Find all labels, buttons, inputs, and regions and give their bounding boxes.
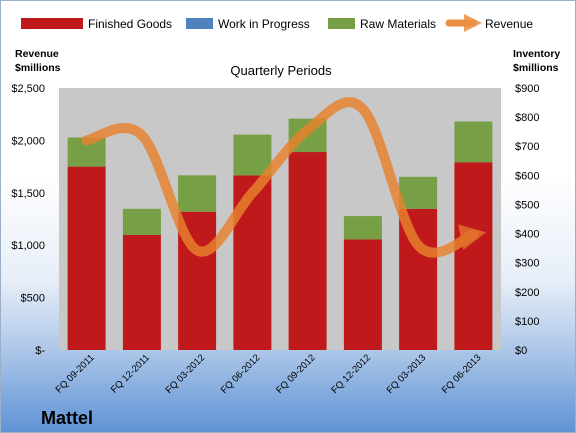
- right-axis-ticks: $0 $100 $200 $300 $400 $500 $600 $700 $800 $900: [515, 83, 539, 357]
- category-label: FQ 06-2013: [440, 352, 484, 396]
- bar-raw-materials: [454, 121, 493, 163]
- bar-raw-materials: [343, 216, 382, 240]
- bar-finished-goods: [454, 162, 493, 350]
- left-axis-ticks: $- $500 $1,000 $1,500 $2,000 $2,500: [11, 83, 45, 357]
- bar-raw-materials: [178, 175, 217, 212]
- left-tick-label: $1,000: [11, 240, 45, 252]
- company-name: Mattel: [41, 408, 93, 428]
- bar-raw-materials: [122, 208, 161, 235]
- legend-label-work-in-progress: Work in Progress: [218, 17, 310, 31]
- left-tick-label: $2,500: [11, 83, 45, 95]
- right-tick-label: $300: [515, 258, 539, 270]
- right-tick-label: $400: [515, 229, 539, 241]
- right-tick-label: $100: [515, 316, 539, 328]
- right-tick-label: $500: [515, 199, 539, 211]
- legend: Finished Goods Work in Progress Raw Mate…: [21, 13, 533, 33]
- right-tick-label: $0: [515, 345, 527, 357]
- left-tick-label: $500: [21, 293, 45, 305]
- legend-label-finished-goods: Finished Goods: [88, 17, 172, 31]
- plot-title: Quarterly Periods: [230, 63, 332, 78]
- legend-swatch-finished-goods: [21, 18, 83, 29]
- category-label: FQ 06-2012: [219, 352, 263, 396]
- category-labels: FQ 09-2011 FQ 12-2011 FQ 03-2012 FQ 06-2012…: [54, 352, 484, 396]
- right-tick-label: $600: [515, 170, 539, 182]
- bar-raw-materials: [399, 176, 438, 209]
- revenue-line-layer: [81, 97, 487, 258]
- legend-label-revenue: Revenue: [485, 17, 533, 31]
- bar-finished-goods: [233, 175, 272, 350]
- left-axis-title-line2: $millions: [15, 62, 61, 74]
- right-tick-label: $700: [515, 141, 539, 153]
- left-tick-label: $1,500: [11, 188, 45, 200]
- bar-finished-goods: [288, 152, 327, 350]
- category-label: FQ 03-2013: [385, 352, 429, 396]
- right-tick-label: $900: [515, 83, 539, 95]
- bar-finished-goods: [122, 235, 161, 350]
- legend-swatch-work-in-progress: [186, 18, 213, 29]
- category-label: FQ 12-2012: [329, 352, 373, 396]
- bar-finished-goods: [343, 239, 382, 350]
- category-label: FQ 09-2011: [54, 352, 97, 395]
- left-axis-title-line1: Revenue: [15, 48, 59, 60]
- category-label: FQ 09-2012: [274, 352, 318, 396]
- right-axis-title-line2: $millions: [513, 62, 559, 74]
- category-label: FQ 03-2012: [164, 352, 208, 396]
- legend-label-raw-materials: Raw Materials: [360, 17, 436, 31]
- right-tick-label: $800: [515, 112, 539, 124]
- legend-swatch-raw-materials: [328, 18, 355, 29]
- bar-finished-goods: [67, 166, 106, 350]
- left-tick-label: $-: [35, 345, 45, 357]
- revenue-line: [81, 97, 487, 258]
- right-axis-title-line1: Inventory: [513, 48, 560, 60]
- category-label: FQ 12-2011: [109, 352, 152, 395]
- left-tick-label: $2,000: [11, 135, 45, 147]
- right-tick-label: $200: [515, 287, 539, 299]
- bar-raw-materials: [233, 134, 272, 176]
